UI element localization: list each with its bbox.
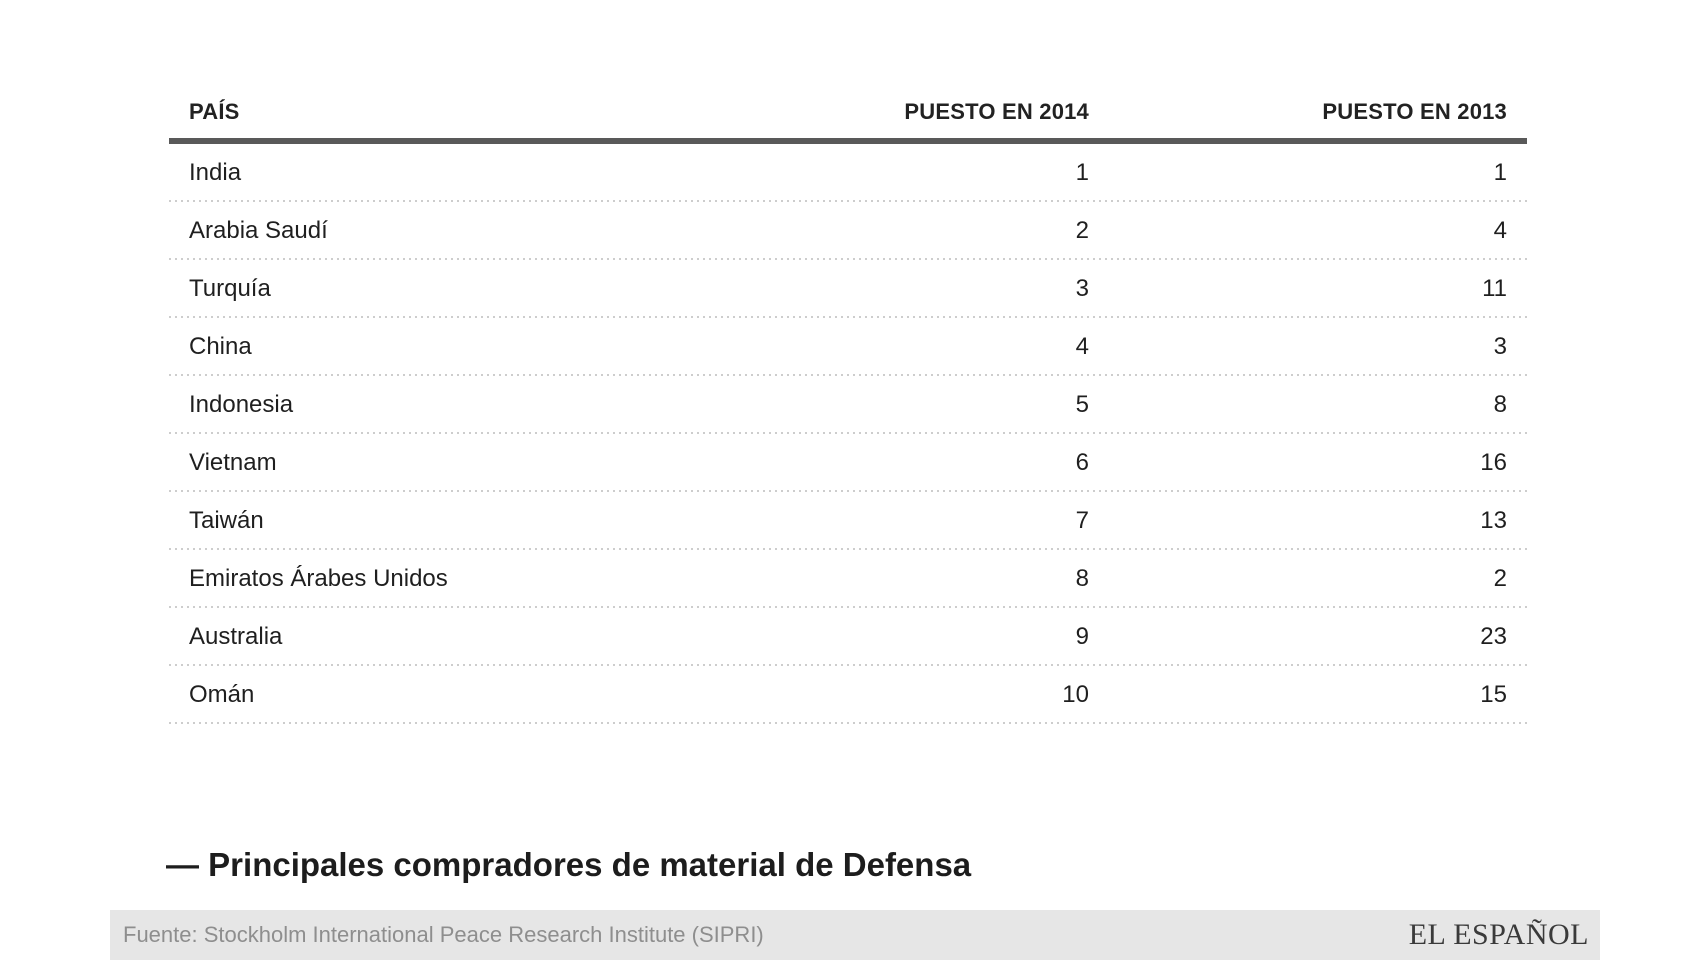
footer-bar: Fuente: Stockholm International Peace Re… <box>110 910 1600 960</box>
puesto-2014-cell: 6 <box>1075 449 1089 476</box>
puesto-2013-cell: 15 <box>1480 681 1507 708</box>
country-cell: Taiwán <box>189 507 264 534</box>
country-cell: Omán <box>189 681 255 708</box>
table-row: Emiratos Árabes Unidos 8 2 <box>169 550 1527 608</box>
table-body: India 1 1 Arabia Saudí 2 4 Turquía 3 11 … <box>169 144 1527 724</box>
table-row: Omán 10 15 <box>169 666 1527 724</box>
puesto-2013-cell: 11 <box>1482 275 1507 302</box>
table-row: India 1 1 <box>169 144 1527 202</box>
table-row: China 4 3 <box>169 318 1527 376</box>
puesto-2013-cell: 3 <box>1493 333 1507 360</box>
puesto-2014-cell: 9 <box>1075 623 1089 650</box>
puesto-2013-cell: 4 <box>1493 217 1507 244</box>
country-cell: India <box>189 159 242 186</box>
column-header-puesto-2013: PUESTO EN 2013 <box>1322 98 1507 124</box>
ranking-table: PAÍS PUESTO EN 2014 PUESTO EN 2013 India… <box>169 85 1527 724</box>
table-row: Turquía 3 11 <box>169 260 1527 318</box>
puesto-2014-cell: 7 <box>1075 507 1089 534</box>
column-header-pais: PAÍS <box>189 98 240 124</box>
puesto-2014-cell: 8 <box>1075 565 1089 592</box>
source-credit: Fuente: Stockholm International Peace Re… <box>123 922 764 947</box>
puesto-2013-cell: 8 <box>1493 391 1507 418</box>
country-cell: Emiratos Árabes Unidos <box>189 565 448 592</box>
el-espanol-logo: EL ESPAÑOL <box>1408 918 1589 951</box>
puesto-2013-cell: 13 <box>1480 507 1507 534</box>
puesto-2014-cell: 3 <box>1075 275 1089 302</box>
column-header-puesto-2014: PUESTO EN 2014 <box>904 98 1089 124</box>
puesto-2014-cell: 1 <box>1075 159 1089 186</box>
puesto-2013-cell: 23 <box>1480 623 1507 650</box>
country-cell: Arabia Saudí <box>189 217 328 244</box>
table-row: Arabia Saudí 2 4 <box>169 202 1527 260</box>
puesto-2014-cell: 4 <box>1075 333 1089 360</box>
puesto-2013-cell: 1 <box>1493 159 1507 186</box>
table-row: Indonesia 5 8 <box>169 376 1527 434</box>
puesto-2013-cell: 16 <box>1480 449 1507 476</box>
puesto-2014-cell: 10 <box>1062 681 1089 708</box>
country-cell: Australia <box>189 623 283 650</box>
table-row: Australia 9 23 <box>169 608 1527 666</box>
table-row: Vietnam 6 16 <box>169 434 1527 492</box>
puesto-2013-cell: 2 <box>1493 565 1507 592</box>
table-header-row: PAÍS PUESTO EN 2014 PUESTO EN 2013 <box>169 85 1527 144</box>
puesto-2014-cell: 2 <box>1075 217 1089 244</box>
country-cell: Turquía <box>189 275 271 302</box>
country-cell: China <box>189 333 252 360</box>
chart-title: — Principales compradores de material de… <box>166 846 972 883</box>
table-row: Taiwán 7 13 <box>169 492 1527 550</box>
puesto-2014-cell: 5 <box>1075 391 1089 418</box>
country-cell: Vietnam <box>189 449 277 476</box>
country-cell: Indonesia <box>189 391 294 418</box>
